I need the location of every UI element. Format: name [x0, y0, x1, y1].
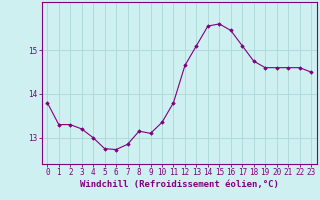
X-axis label: Windchill (Refroidissement éolien,°C): Windchill (Refroidissement éolien,°C)	[80, 180, 279, 189]
